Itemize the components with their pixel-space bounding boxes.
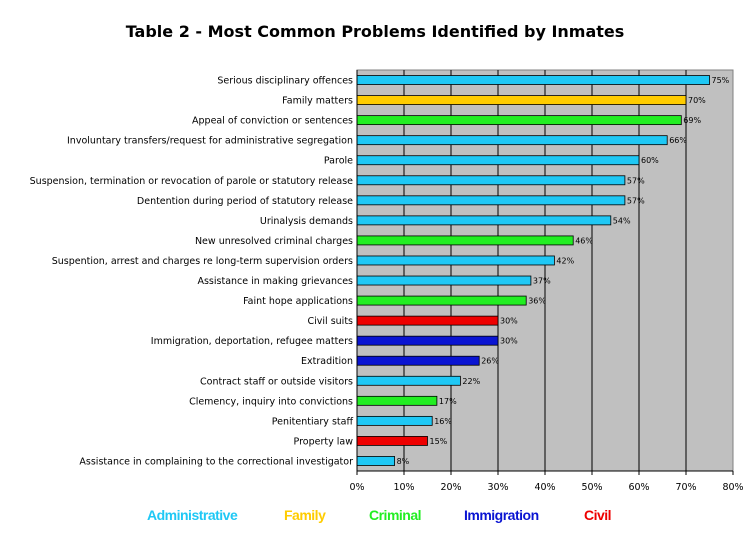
x-axis: 0% 10% 20% 30% 40% 50% 60% 70% 80%: [349, 70, 744, 493]
legend-item-civil: Civil: [584, 507, 612, 523]
bar: [356, 175, 626, 186]
bar: [356, 335, 499, 346]
data-label: 36%: [528, 297, 546, 306]
data-label: 26%: [481, 357, 499, 366]
data-label: 75%: [712, 76, 730, 85]
data-label: 8%: [397, 457, 410, 466]
data-label: 30%: [500, 317, 518, 326]
x-tick-label: 30%: [487, 482, 508, 493]
data-label: 42%: [556, 256, 574, 265]
bars: [356, 75, 710, 466]
category-label: Serious disciplinary offences: [217, 76, 353, 87]
bar: [356, 456, 395, 466]
x-tick-label: 80%: [722, 482, 743, 493]
category-label: Clemency, inquiry into convictions: [189, 396, 353, 407]
bar: [356, 255, 555, 266]
category-label: Faint hope applications: [243, 296, 353, 307]
category-label: Parole: [324, 156, 353, 167]
data-label: 15%: [430, 437, 448, 446]
category-labels: Serious disciplinary offences Family matt…: [30, 76, 354, 468]
bar: [356, 415, 433, 426]
category-label: Dentention during period of statutory re…: [137, 196, 353, 207]
data-label: 16%: [434, 417, 452, 426]
category-label: Penitentiary staff: [272, 416, 354, 427]
data-label: 37%: [533, 277, 551, 286]
x-tick-label: 50%: [581, 482, 602, 493]
bar: [356, 395, 438, 406]
data-label: 60%: [641, 156, 659, 165]
category-label: Property law: [294, 436, 354, 447]
x-tick-label: 20%: [440, 482, 461, 493]
legend-item-family: Family: [284, 507, 326, 523]
bar: [356, 375, 461, 386]
data-label: 30%: [500, 337, 518, 346]
data-label: 57%: [627, 196, 645, 205]
legend-item-administrative: Administrative: [147, 507, 238, 523]
x-tick-label: 70%: [675, 482, 696, 493]
x-tick-label: 40%: [534, 482, 555, 493]
category-label: Contract staff or outside visitors: [200, 376, 353, 387]
bar: [356, 355, 480, 366]
bar: [356, 215, 612, 226]
data-label: 54%: [613, 216, 631, 225]
bar: [356, 75, 710, 85]
bar: [356, 315, 499, 326]
bar: [356, 195, 626, 206]
x-tick-label: 0%: [349, 482, 364, 493]
data-label: 70%: [688, 96, 706, 105]
bar: [356, 135, 668, 146]
data-label: 22%: [462, 377, 480, 386]
category-label: Suspention, arrest and charges re long-t…: [52, 256, 353, 267]
category-label: Extradition: [301, 356, 353, 367]
category-label: New unresolved criminal charges: [195, 236, 353, 247]
bar: [356, 436, 428, 446]
category-label: Involuntary transfers/request for admini…: [67, 136, 353, 147]
bar: [356, 275, 532, 286]
category-label: Assistance in making grievances: [197, 276, 353, 287]
legend-item-immigration: Immigration: [464, 507, 539, 523]
bar: [356, 295, 527, 306]
data-label: 69%: [683, 116, 701, 125]
legend: Administrative Family Criminal Immigration C…: [0, 507, 750, 527]
category-label: Appeal of conviction or sentences: [192, 116, 353, 127]
data-labels: 75% 70% 69% 66% 60% 57% 57% 54% 46% 42% 37% 36% 30% 3…: [397, 76, 730, 466]
category-label: Suspension, termination or revocation of…: [30, 176, 353, 187]
data-label: 57%: [627, 176, 645, 185]
bar: [356, 235, 574, 246]
data-label: 17%: [439, 397, 457, 406]
bar: [356, 95, 687, 105]
chart-title: Table 2 - Most Common Problems Identifie…: [125, 22, 625, 41]
category-label: Civil suits: [308, 316, 354, 327]
data-label: 66%: [669, 136, 687, 145]
x-tick-label: 10%: [393, 482, 414, 493]
category-label: Urinalysis demands: [260, 216, 353, 227]
bar: [356, 115, 682, 126]
bar: [356, 155, 640, 166]
legend-item-criminal: Criminal: [369, 507, 422, 523]
category-label: Assistance in complaining to the correct…: [79, 456, 353, 467]
data-label: 46%: [575, 236, 593, 245]
category-label: Family matters: [282, 96, 353, 107]
x-tick-label: 60%: [628, 482, 649, 493]
category-label: Immigration, deportation, refugee matter…: [151, 336, 353, 347]
